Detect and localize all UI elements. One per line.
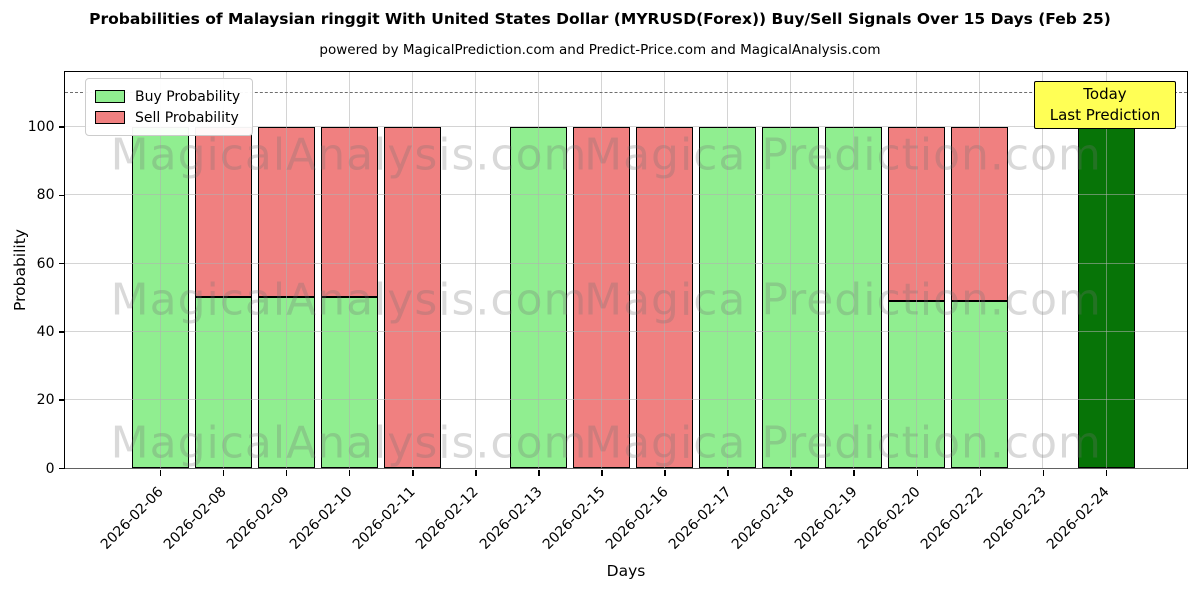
y-tick-label: 20 (36, 392, 55, 409)
x-tick-label: 2026-02-09 (224, 484, 293, 553)
gridline-h (65, 399, 1187, 401)
legend-label-buy: Buy Probability (135, 88, 241, 105)
x-tick (538, 470, 540, 476)
x-tick-label: 2026-02-18 (728, 484, 798, 553)
gridline-v (159, 72, 161, 468)
y-tick (58, 467, 65, 470)
y-tick-label: 0 (45, 460, 55, 477)
y-tick-label: 80 (36, 187, 55, 204)
y-tick-label: 60 (36, 255, 55, 272)
gridline-v (664, 72, 666, 468)
gridline-v (979, 72, 981, 468)
gridline-v (474, 72, 476, 468)
x-tick-label: 2026-02-13 (476, 484, 546, 553)
watermark-text: Magica Prediction.com (584, 129, 1102, 181)
x-tick (159, 470, 162, 476)
x-tick (664, 470, 666, 476)
x-tick-label: 2026-02-24 (1043, 484, 1113, 553)
gridline-v (916, 72, 918, 468)
gridline-h (65, 467, 1187, 469)
annotation-line-2: Last Prediction (1049, 106, 1161, 124)
x-tick-label: 2026-02-17 (665, 484, 735, 553)
x-tick (1105, 470, 1108, 476)
x-tick (916, 470, 919, 476)
gridline-h (65, 330, 1187, 332)
x-tick (475, 470, 477, 476)
x-tick-label: 2026-02-20 (854, 484, 924, 553)
x-tick-label: 2026-02-12 (413, 484, 483, 553)
watermark-text: Magica Prediction.com (584, 417, 1102, 469)
watermark-text: Magica Prediction.com (584, 274, 1102, 326)
x-axis-label: Days (606, 562, 646, 580)
y-tick (58, 194, 65, 197)
dashed-guideline (65, 91, 1187, 93)
chart-subtitle: powered by MagicalPrediction.com and Pre… (319, 42, 881, 58)
x-tick-label: 2026-02-10 (287, 484, 357, 553)
gridline-h (65, 126, 1187, 128)
x-tick (222, 470, 225, 476)
x-tick (727, 470, 729, 476)
gridline-h (65, 194, 1187, 196)
watermark-text: MagicalAnalysis.com (110, 274, 588, 326)
buy-swatch-icon (95, 90, 125, 103)
legend: Buy Probability Sell Probability (85, 78, 254, 136)
y-tick-label: 40 (36, 323, 55, 340)
gridline-v (1105, 72, 1107, 468)
gridline-v (348, 72, 350, 468)
y-axis-label: Probability (11, 229, 29, 311)
today-annotation: Today Last Prediction (1034, 81, 1176, 129)
y-tick-label: 100 (27, 119, 55, 136)
x-tick-label: 2026-02-16 (602, 484, 672, 553)
gridline-v (411, 72, 413, 468)
gridline-v (222, 72, 224, 468)
x-tick-label: 2026-02-15 (539, 484, 609, 553)
gridline-v (853, 72, 855, 468)
gridline-h (65, 262, 1187, 264)
x-tick-label: 2026-02-06 (97, 484, 167, 553)
annotation-line-1: Today (1083, 85, 1127, 103)
x-tick (285, 470, 288, 476)
gridline-v (727, 72, 729, 468)
chart-title: Probabilities of Malaysian ringgit With … (89, 10, 1111, 28)
legend-item-sell: Sell Probability (95, 107, 240, 128)
x-tick (412, 470, 414, 476)
gridline-v (600, 72, 602, 468)
y-tick (58, 262, 65, 265)
gridline-v (1042, 72, 1044, 468)
x-tick (601, 470, 603, 476)
y-tick (58, 126, 65, 128)
legend-label-sell: Sell Probability (135, 109, 239, 126)
x-tick (1042, 470, 1045, 476)
x-tick (790, 470, 792, 476)
gridline-v (790, 72, 792, 468)
legend-item-buy: Buy Probability (95, 86, 240, 107)
watermark-text: MagicalAnalysis.com (110, 417, 588, 469)
x-tick (348, 470, 351, 476)
watermark-text: MagicalAnalysis.com (110, 129, 588, 181)
gridline-v (537, 72, 539, 468)
x-tick-label: 2026-02-23 (980, 484, 1050, 553)
plot-area: Buy Probability Sell Probability Today L… (64, 71, 1188, 469)
x-tick-label: 2026-02-22 (917, 484, 987, 553)
x-tick (979, 470, 982, 476)
y-tick (58, 331, 65, 333)
x-tick-label: 2026-02-19 (791, 484, 861, 553)
x-tick-label: 2026-02-11 (350, 484, 420, 553)
gridline-v (285, 72, 287, 468)
x-tick (853, 470, 855, 476)
sell-swatch-icon (95, 111, 125, 124)
x-tick-label: 2026-02-08 (161, 484, 230, 553)
y-tick (58, 399, 65, 401)
